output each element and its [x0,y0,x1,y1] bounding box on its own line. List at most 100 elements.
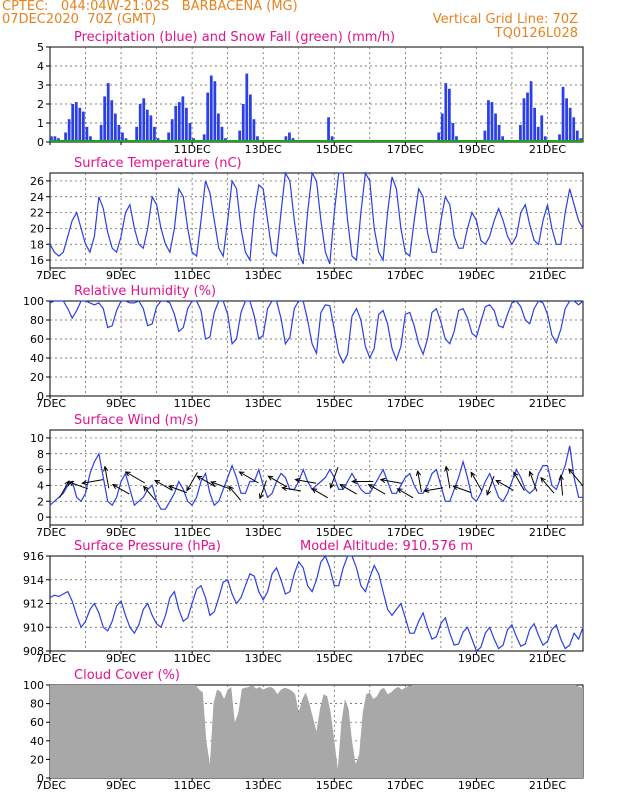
precip-bar [238,130,242,142]
panel-frame [49,46,584,143]
precip-bar [455,136,458,142]
x-tick-label: 19DEC [458,779,495,792]
wind-arrow [339,484,357,495]
precip-bar [494,113,497,142]
x-tick-label: 17DEC [387,143,424,156]
precip-bar [149,115,153,142]
wind-arrow [154,479,173,491]
precip-bar [103,96,107,142]
precip-bar [558,134,561,142]
cloud-cover-area [50,685,583,778]
precip-bar [170,119,174,142]
x-tick-label: 13DEC [245,779,282,792]
x-tick-label: 9DEC [106,269,136,282]
y-tick-label: 6 [37,464,44,477]
x-tick-label: 17DEC [387,652,424,665]
x-tick-label: 21DEC [529,779,566,792]
precip-bar [447,88,451,142]
x-tick-label: 21DEC [529,269,566,282]
y-tick-label: 916 [23,550,44,563]
y-tick-label: 20 [30,222,44,235]
y-tick-label: 5 [37,41,44,54]
y-tick-label: 40 [30,352,44,365]
y-tick-label: 4 [37,60,44,73]
panel-title: Surface Temperature (nC) [74,156,242,171]
precip-bar [185,107,188,142]
precip-bar [220,126,224,142]
precip-bar [50,136,53,142]
x-tick-label: 19DEC [458,526,495,539]
x-tick-label: 9DEC [106,526,136,539]
x-tick-label: 11DEC [174,269,211,282]
x-tick-label: 11DEC [174,652,211,665]
panel-title: Surface Wind (m/s) [74,413,198,428]
precip-bar [444,83,448,142]
precip-bar [487,100,490,142]
precip-bar [526,92,529,142]
precip-bar [501,136,505,142]
y-tick-label: 22 [30,207,44,220]
wind-arrow [103,465,110,489]
wind-arrow [59,480,70,498]
wind-arrow [81,479,104,486]
x-tick-label: 21DEC [529,526,566,539]
x-tick-label: 11DEC [174,779,211,792]
x-tick-label: 19DEC [458,397,495,410]
x-tick-label: 9DEC [106,652,136,665]
precip-bar [288,132,291,142]
precip-bar [64,132,67,142]
wind-arrow [367,484,386,495]
precip-bar [536,126,540,142]
precip-bar [561,86,565,142]
precip-bar [533,107,537,142]
model-code: TQ0126L028 [494,26,578,41]
precip-bar [483,130,487,142]
precip-bar [543,136,547,142]
x-tick-label: 13DEC [245,652,282,665]
precip-bar [110,100,114,142]
wind-arrow [111,484,130,495]
wind-arrow [294,477,317,484]
precip-bar [138,104,142,142]
x-tick-label: 7DEC [36,779,66,792]
x-tick-label: 13DEC [245,143,282,156]
x-tick-label: 21DEC [529,652,566,665]
y-tick-label: 20 [30,753,44,766]
y-tick-label: 18 [30,238,44,251]
wind-arrow [452,485,472,494]
wind-arrow [495,479,514,491]
wind-arrow [196,475,216,488]
precip-bar [522,98,526,142]
x-tick-label: 17DEC [387,779,424,792]
precip-bar [177,102,181,142]
wind-arrow [210,480,231,490]
series-line [49,171,584,265]
wind-arrow [415,469,422,492]
precip-bar [575,130,579,142]
y-tick-label: 2 [37,495,44,508]
panel-annotation: Model Altitude: 910.576 m [300,539,473,554]
x-tick-label: 7DEC [36,526,66,539]
precip-bar [135,126,139,142]
precip-bar [67,119,71,142]
wind-arrow [540,476,555,494]
wind-arrow [558,474,564,496]
panel-frame [49,300,584,397]
x-tick-label: 15DEC [316,652,353,665]
x-tick-label: 19DEC [458,269,495,282]
precip-bar [113,113,117,142]
wind-arrow [470,471,483,491]
panel-title: Precipitation (blue) and Snow Fall (gree… [74,30,395,45]
x-tick-label: 17DEC [387,269,424,282]
precip-bar [145,109,149,142]
precip-bar [85,126,89,142]
wind-arrow [267,475,287,488]
x-tick-label: 13DEC [245,269,282,282]
precip-bar [206,92,210,142]
precip-bar [142,98,146,142]
wind-arrow [444,465,451,489]
y-tick-label: 80 [30,698,44,711]
precip-bar [106,83,110,142]
panel-title: Cloud Cover (%) [74,668,180,683]
series-line [49,300,584,365]
